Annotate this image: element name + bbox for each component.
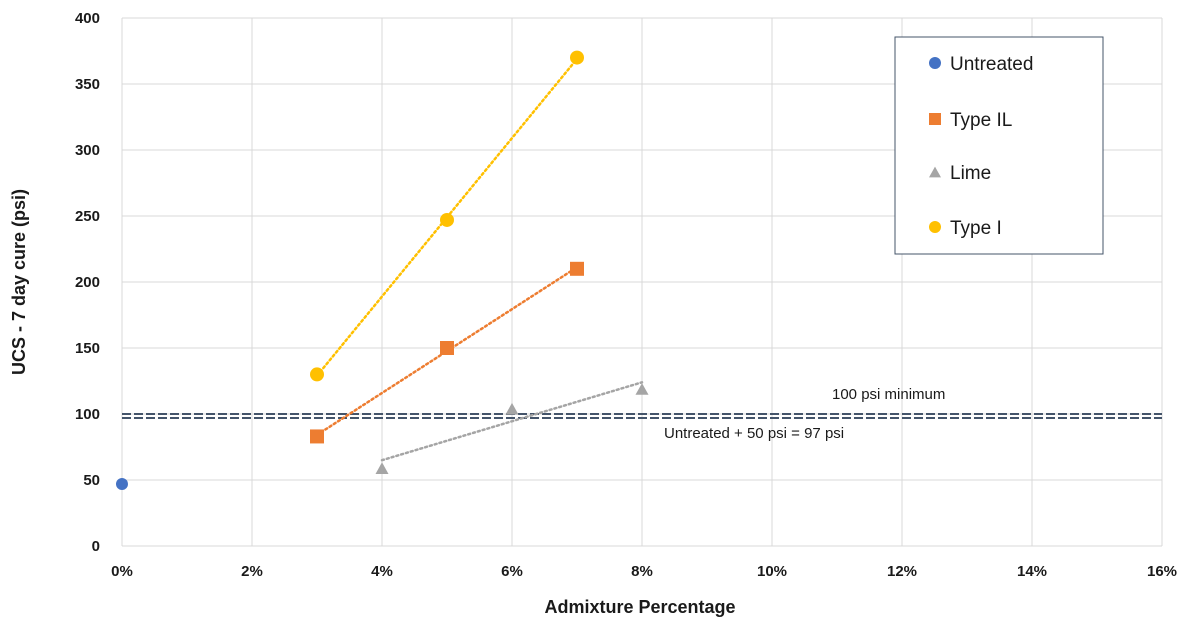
legend-label-untreated: Untreated: [950, 54, 1033, 75]
legend: Untreated Type IL Lime Type I: [894, 36, 1104, 255]
y-tick-label: 50: [83, 472, 100, 489]
x-tick-label: 4%: [371, 563, 393, 580]
data-points: [116, 50, 649, 490]
x-axis-title: Admixture Percentage: [544, 597, 735, 617]
data-point-type-i: [440, 212, 454, 227]
x-tick-label: 8%: [631, 563, 653, 580]
x-tick-label: 14%: [1017, 563, 1047, 580]
data-point-untreated: [116, 477, 128, 490]
x-tick-label: 12%: [887, 563, 917, 580]
legend-box: [894, 36, 1104, 255]
data-point-type-i: [570, 50, 584, 65]
y-axis-title: UCS - 7 day cure (psi): [9, 189, 29, 375]
x-tick-label: 6%: [501, 563, 523, 580]
x-tick-label: 10%: [757, 563, 787, 580]
data-point-type-il: [310, 429, 324, 444]
y-tick-labels: 0 50 100 150 200 250 300 350 400: [75, 10, 100, 555]
annotation-100-psi-minimum: 100 psi minimum: [832, 386, 945, 403]
legend-label-type-il: Type IL: [950, 110, 1012, 131]
x-tick-label: 2%: [241, 563, 263, 580]
data-point-type-il: [440, 341, 454, 355]
reference-lines: [122, 413, 1162, 419]
data-point-lime: [635, 383, 649, 395]
data-point-type-il: [570, 261, 584, 276]
y-tick-label: 300: [75, 142, 100, 159]
legend-marker-type-i: [929, 221, 941, 233]
y-tick-label: 400: [75, 10, 100, 27]
y-tick-label: 0: [92, 538, 100, 555]
data-point-lime: [375, 462, 389, 474]
legend-label-lime: Lime: [950, 163, 991, 184]
y-tick-label: 150: [75, 340, 100, 357]
data-point-lime: [505, 402, 519, 415]
annotation-untreated-plus-50: Untreated + 50 psi = 97 psi: [664, 425, 844, 442]
legend-marker-type-il: [929, 113, 941, 125]
data-point-type-i: [310, 367, 324, 382]
y-tick-label: 100: [75, 406, 100, 423]
legend-marker-untreated: [929, 57, 941, 69]
legend-label-type-i: Type I: [950, 218, 1002, 239]
trendline-lime: [380, 381, 644, 462]
x-tick-label: 0%: [111, 563, 133, 580]
y-tick-label: 350: [75, 76, 100, 93]
legend-marker-lime: [929, 166, 941, 178]
x-tick-labels: 0% 2% 4% 6% 8% 10% 12% 14% 16%: [111, 563, 1177, 580]
y-tick-label: 250: [75, 208, 100, 225]
y-tick-label: 200: [75, 274, 100, 291]
x-tick-label: 16%: [1147, 563, 1177, 580]
